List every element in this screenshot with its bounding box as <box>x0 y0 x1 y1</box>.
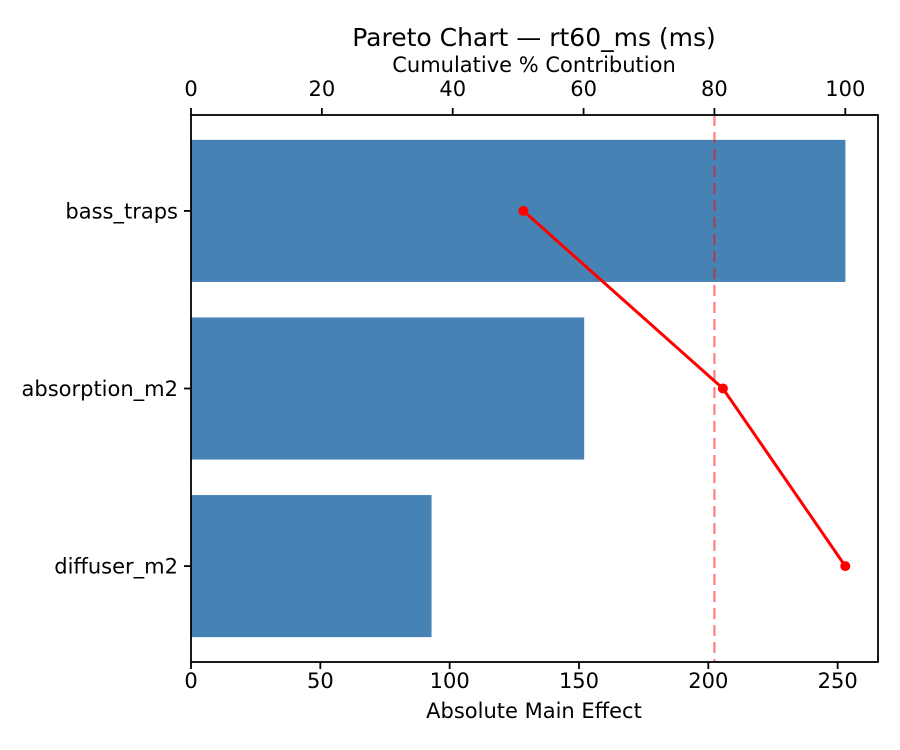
bar-absorption_m2 <box>191 317 585 460</box>
category-label-bass_traps: bass_traps <box>65 199 178 224</box>
x-top-tick-label-80: 80 <box>701 77 728 101</box>
bottom-axis-label: Absolute Main Effect <box>426 699 642 723</box>
x-bottom-tick-label-50: 50 <box>307 669 334 693</box>
x-bottom-tick-label-200: 200 <box>688 669 728 693</box>
x-top-tick-label-40: 40 <box>439 77 466 101</box>
cumulative-marker-absorption_m2 <box>717 383 728 394</box>
x-bottom-tick-label-100: 100 <box>430 669 470 693</box>
category-label-diffuser_m2: diffuser_m2 <box>54 555 178 580</box>
x-bottom-tick-label-150: 150 <box>559 669 599 693</box>
top-axis-label: Cumulative % Contribution <box>392 53 676 77</box>
x-bottom-tick-label-250: 250 <box>818 669 858 693</box>
x-bottom-tick-label-0: 0 <box>184 669 197 693</box>
x-top-tick-label-60: 60 <box>570 77 597 101</box>
axes-layer: 0 50 100 150 200 250 0 20 40 60 80 100 bass_trapsabs… <box>22 77 879 693</box>
cumulative-marker-diffuser_m2 <box>840 561 851 572</box>
x-top-tick-label-100: 100 <box>825 77 865 101</box>
category-label-absorption_m2: absorption_m2 <box>22 377 179 402</box>
cumulative-line-layer <box>518 205 851 572</box>
cumulative-marker-bass_traps <box>518 205 529 216</box>
bar-bass_traps <box>191 139 846 282</box>
x-top-tick-label-20: 20 <box>308 77 335 101</box>
bars-layer <box>191 139 846 638</box>
bar-diffuser_m2 <box>191 495 432 638</box>
x-top-tick-label-0: 0 <box>184 77 197 101</box>
chart-title: Pareto Chart — rt60_ms (ms) <box>352 23 716 52</box>
